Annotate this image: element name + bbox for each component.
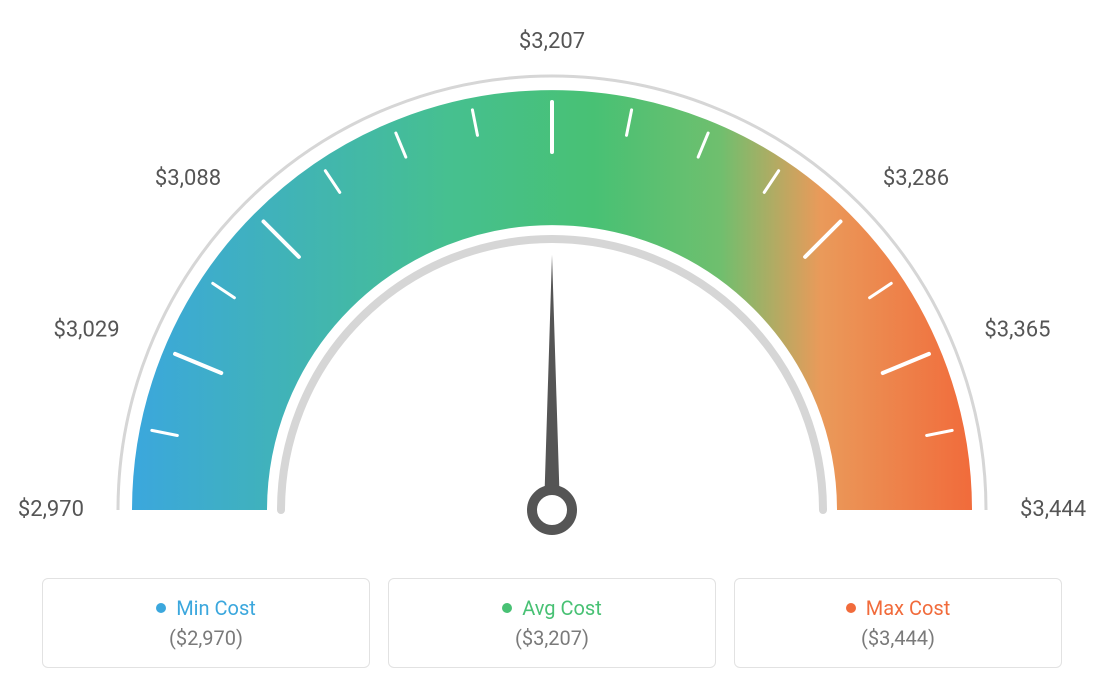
legend-title-max: Max Cost [846, 596, 951, 620]
legend-title-text: Min Cost [176, 596, 256, 620]
gauge-svg: $2,970 $3,029 $3,088 $3,207 $3,286 $3,365 $3,4… [0, 20, 1104, 580]
legend-card-avg: Avg Cost ($3,207) [388, 578, 716, 668]
gauge-tick-label: $3,029 [53, 318, 119, 343]
legend-row: Min Cost ($2,970) Avg Cost ($3,207) Max … [0, 570, 1104, 690]
gauge-tick-label: $3,088 [155, 166, 221, 191]
gauge-tick-label: $3,365 [984, 318, 1050, 343]
legend-value-avg: ($3,207) [515, 626, 589, 650]
dot-icon [502, 603, 512, 613]
gauge-tick-label: $2,970 [18, 497, 84, 522]
dot-icon [156, 603, 166, 613]
gauge-tick-label: $3,444 [1020, 497, 1086, 522]
legend-title-text: Max Cost [866, 596, 951, 620]
gauge-tick-label: $3,207 [519, 29, 585, 54]
dot-icon [846, 603, 856, 613]
legend-title-min: Min Cost [156, 596, 256, 620]
legend-title-avg: Avg Cost [502, 596, 602, 620]
gauge-tick-label: $3,286 [883, 166, 949, 191]
legend-card-min: Min Cost ($2,970) [42, 578, 370, 668]
legend-value-min: ($2,970) [169, 626, 243, 650]
legend-title-text: Avg Cost [522, 596, 602, 620]
gauge-chart: $2,970 $3,029 $3,088 $3,207 $3,286 $3,365 $3,4… [0, 0, 1104, 570]
legend-value-max: ($3,444) [861, 626, 935, 650]
legend-card-max: Max Cost ($3,444) [734, 578, 1062, 668]
